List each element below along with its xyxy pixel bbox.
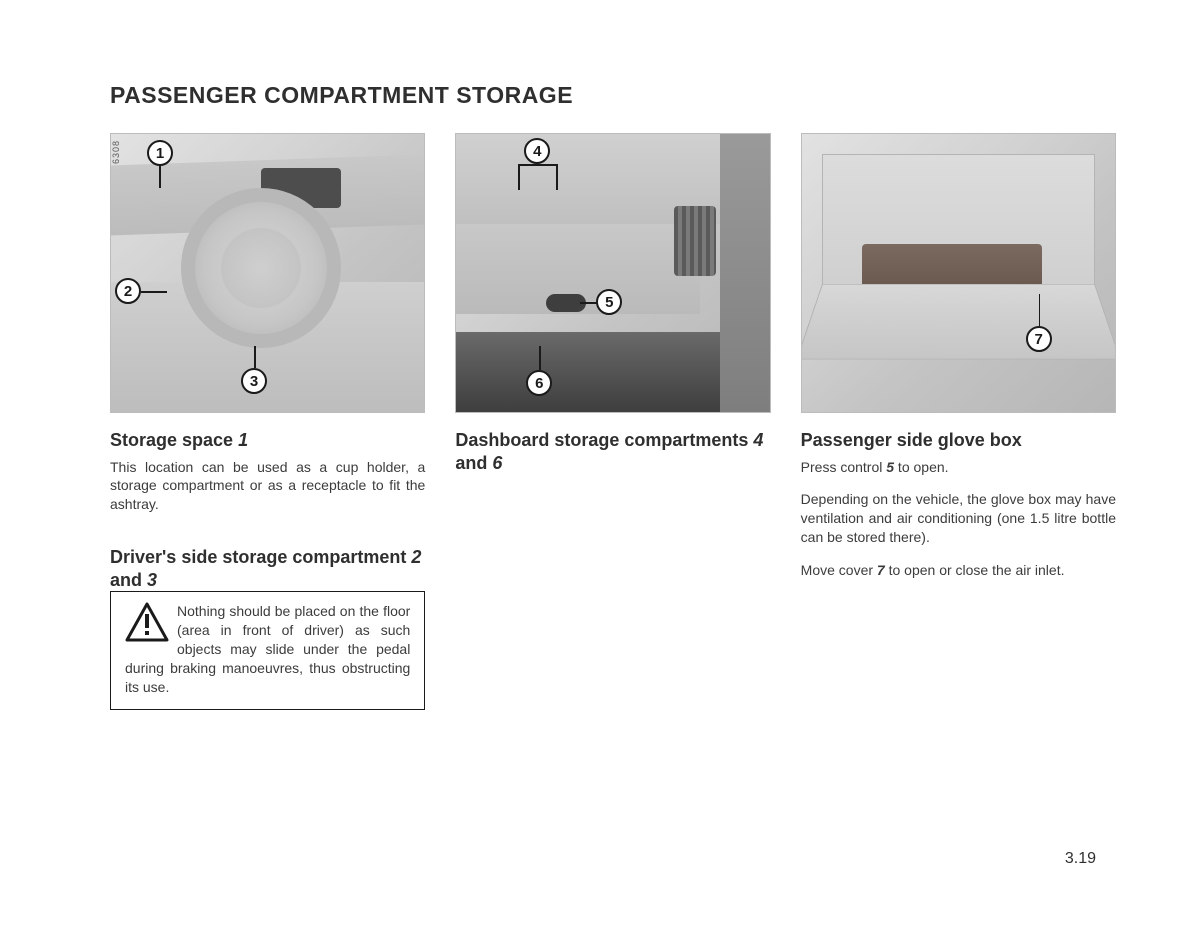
- para-text: Press control: [801, 459, 887, 475]
- vent-shape: [674, 206, 716, 276]
- figure-3: 7: [801, 133, 1116, 413]
- col3-para-1: Press control 5 to open.: [801, 458, 1116, 477]
- figure-2: 4 5 6: [455, 133, 770, 413]
- page-number: 3.19: [1065, 850, 1096, 868]
- col3-para-2: Depending on the vehicle, the glove box …: [801, 490, 1116, 547]
- warning-box: Nothing should be placed on the floor (a…: [110, 591, 425, 709]
- column-3: 7 Passenger side glove box Press control…: [801, 133, 1116, 710]
- leader-4c: [518, 164, 557, 166]
- para-text: to open.: [894, 459, 949, 475]
- column-2: 4 5 6 Dashboard storage compartments 4 a…: [455, 133, 770, 710]
- heading-ref: 2: [411, 547, 421, 567]
- callout-1: 1: [147, 140, 173, 166]
- columns: 26308 1 2 3 Storage space 1 This locatio…: [110, 133, 1116, 710]
- leader-3: [254, 346, 256, 368]
- leader-2: [141, 291, 167, 293]
- para-ref: 7: [877, 562, 885, 578]
- heading-ref: 6: [492, 453, 502, 473]
- col3-heading: Passenger side glove box: [801, 429, 1116, 452]
- heading-text: and: [110, 570, 147, 590]
- heading-ref: 1: [238, 430, 248, 450]
- heading-text: Driver's side storage compartment: [110, 547, 411, 567]
- callout-3: 3: [241, 368, 267, 394]
- figure-1: 26308 1 2 3: [110, 133, 425, 413]
- pillar-shape: [720, 134, 770, 412]
- para-text: to open or close the air inlet.: [885, 562, 1065, 578]
- col1-para-1: This location can be used as a cup holde…: [110, 458, 425, 515]
- col1-heading-1: Storage space 1: [110, 429, 425, 452]
- heading-text: Dashboard storage compartments: [455, 430, 753, 450]
- warning-icon: [125, 602, 169, 642]
- heading-ref: 3: [147, 570, 157, 590]
- leader-6: [539, 346, 541, 370]
- leader-4b: [556, 164, 558, 190]
- callout-2: 2: [115, 278, 141, 304]
- col2-heading: Dashboard storage compartments 4 and 6: [455, 429, 770, 474]
- para-ref: 5: [886, 459, 894, 475]
- leader-7: [1039, 294, 1041, 326]
- page-title: PASSENGER COMPARTMENT STORAGE: [110, 82, 1116, 109]
- heading-text: Storage space: [110, 430, 238, 450]
- callout-7: 7: [1026, 326, 1052, 352]
- para-text: Move cover: [801, 562, 877, 578]
- heading-text: and: [455, 453, 492, 473]
- leader-4a: [518, 164, 520, 190]
- col3-para-3: Move cover 7 to open or close the air in…: [801, 561, 1116, 580]
- heading-ref: 4: [753, 430, 763, 450]
- glovebox-lid-shape: [801, 284, 1116, 360]
- column-1: 26308 1 2 3 Storage space 1 This locatio…: [110, 133, 425, 710]
- leader-1: [159, 166, 161, 188]
- steering-wheel-shape: [181, 188, 341, 348]
- col1-heading-2: Driver's side storage compartment 2 and …: [110, 546, 425, 591]
